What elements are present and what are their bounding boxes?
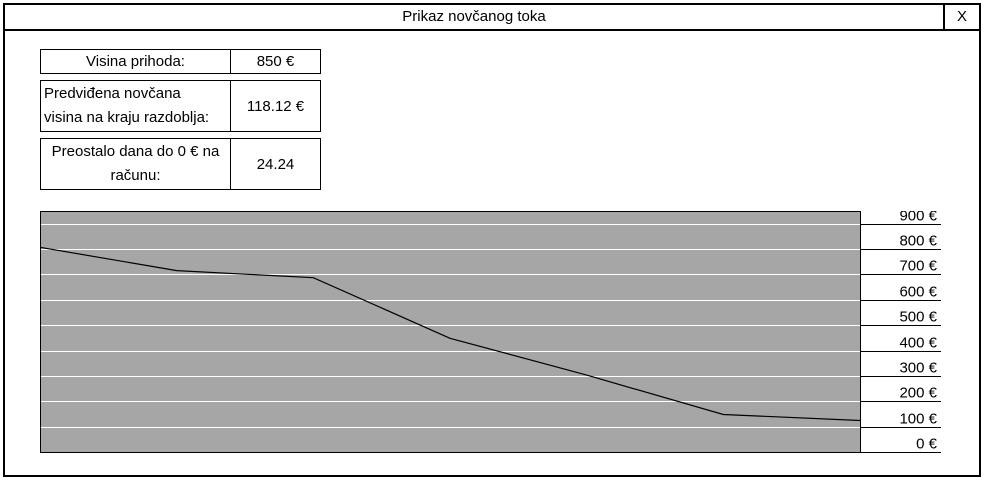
- y-tick-label: 900 €: [899, 211, 937, 225]
- y-tick-label: 800 €: [899, 233, 937, 250]
- days-remaining-label: Preostalo dana do 0 € na računu:: [41, 139, 231, 189]
- y-tick-label: 0 €: [916, 436, 938, 453]
- income-label: Visina prihoda:: [41, 50, 231, 73]
- plot-area: [40, 211, 861, 453]
- y-tick-label: 200 €: [899, 385, 937, 402]
- projected-balance-row: Predviđena novčana visina na kraju razdo…: [40, 80, 321, 132]
- cash-flow-chart: 0 € 100 € 200 € 300 € 400 € 500 € 600 € 700 € 80…: [40, 211, 941, 453]
- y-tick-label: 300 €: [899, 360, 937, 377]
- y-tick-label: 700 €: [899, 258, 937, 275]
- title-bar: Prikaz novčanog toka X: [5, 5, 979, 31]
- y-tick-label: 500 €: [899, 309, 937, 326]
- days-remaining-row: Preostalo dana do 0 € na računu: 24.24: [40, 138, 321, 190]
- balance-series-line: [40, 246, 861, 422]
- days-remaining-label-line2: računu:: [110, 167, 161, 184]
- income-value: 850 €: [256, 53, 295, 70]
- projected-balance-label-line1: Predviđena novčana: [44, 85, 181, 102]
- days-remaining-label-line1: Preostalo dana do 0 € na: [51, 143, 220, 160]
- y-tick-label: 400 €: [899, 335, 937, 352]
- projected-balance-value: 118.12 €: [246, 97, 305, 115]
- y-tick-label: 600 €: [899, 284, 937, 301]
- y-tick-label: 100 €: [899, 411, 937, 428]
- window-title: Prikaz novčanog toka: [402, 8, 546, 25]
- days-remaining-value: 24.24: [256, 155, 295, 173]
- close-button[interactable]: X: [943, 5, 979, 29]
- income-row: Visina prihoda: 850 €: [40, 49, 321, 74]
- projected-balance-label: Predviđena novčana visina na kraju razdo…: [41, 81, 231, 131]
- projected-balance-label-line2: visina na kraju razdoblja:: [44, 109, 210, 126]
